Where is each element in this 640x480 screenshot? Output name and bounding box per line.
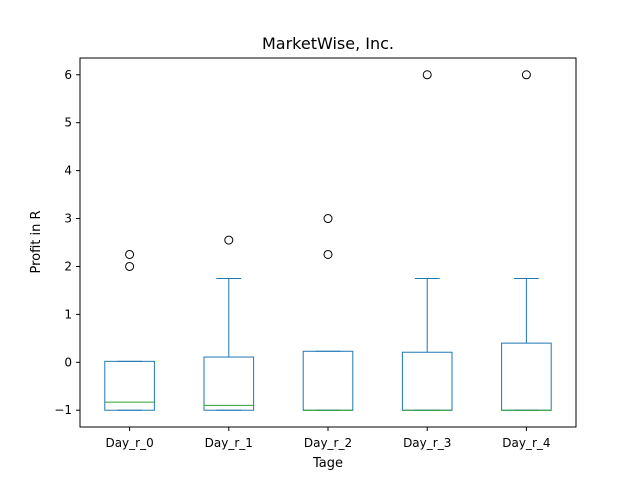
box-body — [501, 342, 552, 411]
x-tick-label: Day_r_2 — [304, 436, 352, 450]
outlier-point — [323, 249, 333, 259]
box-Day_r_2 — [302, 214, 354, 411]
outlier-point — [125, 249, 135, 259]
x-tick-label: Day_r_3 — [403, 436, 451, 450]
outlier-point — [125, 261, 135, 271]
box-body — [203, 356, 255, 411]
plot-area — [104, 70, 552, 411]
outlier-point — [521, 70, 531, 80]
x-axis-label: Tage — [312, 456, 343, 471]
x-tick-label: Day_r_4 — [502, 436, 550, 450]
outlier-point — [224, 235, 234, 245]
box-Day_r_1 — [203, 235, 255, 411]
y-tick-label: 3 — [64, 212, 72, 226]
y-tick-label: 0 — [64, 355, 72, 369]
y-axis: −1 0 1 2 3 4 5 6 — [54, 68, 80, 417]
box-body — [104, 360, 155, 411]
box-Day_r_0 — [104, 249, 155, 411]
box-body — [302, 350, 354, 411]
y-tick-label: 1 — [64, 307, 72, 321]
y-tick-label: 4 — [64, 164, 72, 178]
y-tick-label: 2 — [64, 259, 72, 273]
box-body — [401, 351, 453, 411]
x-axis: Day_r_0 Day_r_1 Day_r_2 Day_r_3 Day_r_4 — [105, 427, 551, 450]
box-Day_r_4 — [501, 70, 552, 411]
y-axis-label: Profit in R — [29, 210, 44, 273]
chart-title: MarketWise, Inc. — [262, 34, 394, 53]
y-tick-label: 5 — [64, 116, 72, 130]
box-Day_r_3 — [401, 70, 453, 411]
y-tick-label: 6 — [64, 68, 72, 82]
outlier-point — [323, 214, 333, 224]
x-tick-label: Day_r_0 — [105, 436, 153, 450]
y-tick-label: −1 — [54, 403, 72, 417]
outlier-point — [422, 70, 432, 80]
x-tick-label: Day_r_1 — [205, 436, 253, 450]
